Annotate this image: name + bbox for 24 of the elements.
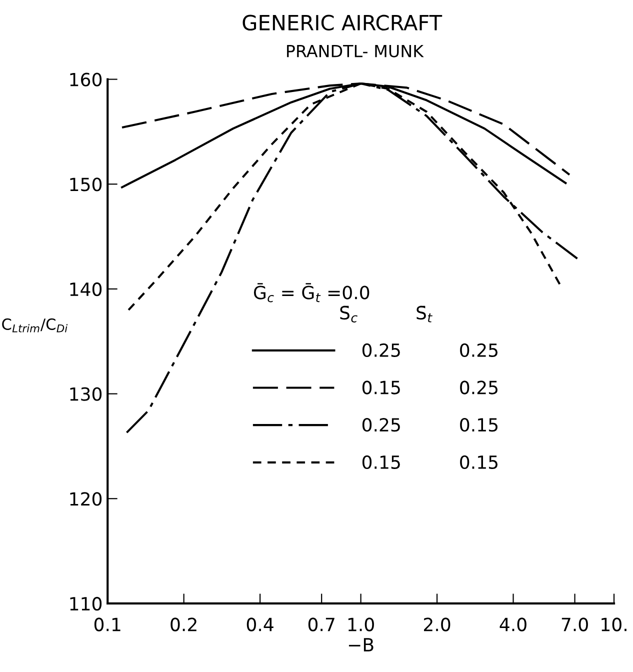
x-tick-label: 0.7: [308, 618, 334, 632]
chart-subtitle: PRANDTL- MUNK: [287, 44, 424, 58]
y-tick-label: 150: [70, 178, 102, 192]
x-tick-label: 2.0: [424, 618, 450, 632]
y-tick-label: 140: [70, 282, 102, 296]
y-tick-label: 120: [70, 492, 102, 506]
x-tick-label: 0.1: [94, 618, 120, 632]
legend-label: 0.25 0.25: [362, 343, 498, 357]
x-tick-label: 10.: [602, 618, 626, 632]
chart-title: GENERIC AIRCRAFT: [242, 14, 442, 31]
x-tick-label: 4.0: [500, 618, 526, 632]
x-tick-label: 1.0: [348, 618, 374, 632]
legend-label: 0.15 0.25: [362, 380, 498, 394]
legend-label: 0.15 0.15: [362, 455, 498, 470]
text: Ḡ$_{c}$ = Ḡ$_{t}$ =0.0 S̄$_{c}$ S̄$_{t}$: [254, 283, 432, 322]
x-tick-label: 0.2: [170, 618, 196, 632]
y-tick-label: 110: [70, 596, 102, 611]
legend-label: 0.25 0.15: [362, 418, 498, 432]
x-tick-label: 0.4: [246, 618, 274, 632]
x-axis-title: −B: [348, 638, 374, 652]
y-axis-title: C$_{Ltrim}$/C$_{Di}$: [2, 318, 68, 332]
y-tick-label: 160: [70, 72, 102, 86]
x-tick-label: 7.0: [562, 618, 588, 632]
y-tick-label: 130: [70, 387, 102, 401]
